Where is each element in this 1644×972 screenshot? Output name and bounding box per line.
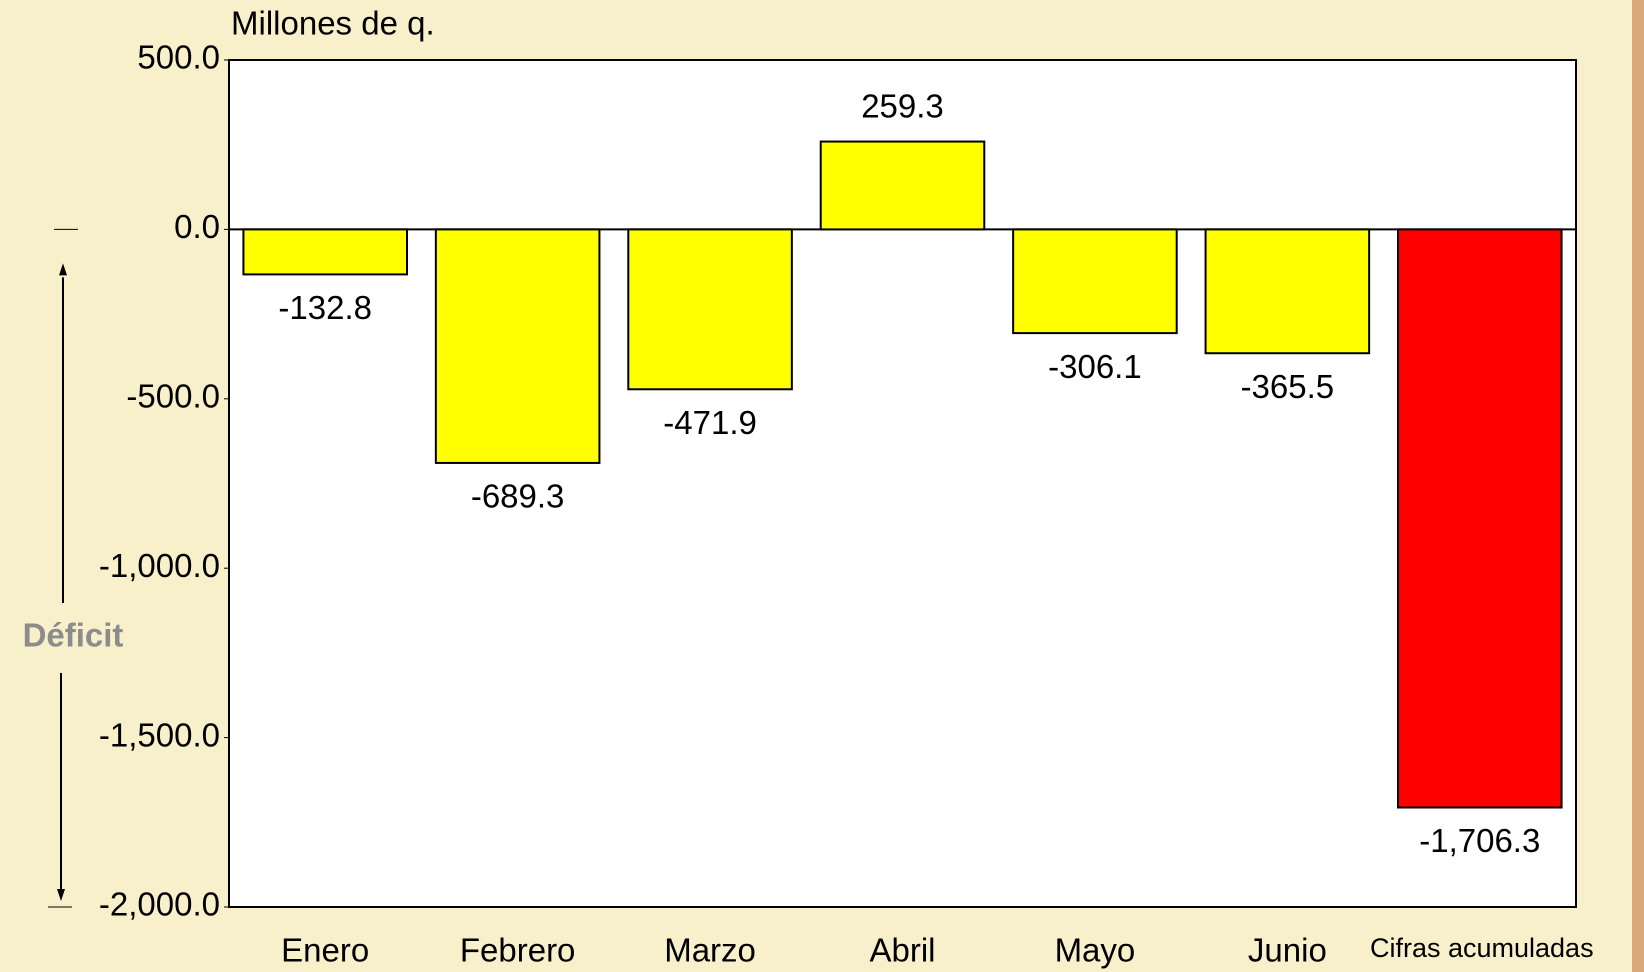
annotation: Déficit <box>23 617 124 654</box>
bar <box>627 228 793 391</box>
x-tick-label: Enero <box>281 932 369 969</box>
x-tick-label: Abril <box>869 932 935 969</box>
y-tick-label: 500.0 <box>137 39 220 76</box>
x-tick-label: Junio <box>1248 932 1327 969</box>
bar <box>1012 228 1178 335</box>
bar <box>434 228 601 464</box>
y-axis-label: Millones de q. <box>231 5 435 42</box>
arrow-head <box>57 889 65 901</box>
x-tick-label: Cifras acumuladas <box>1370 933 1594 963</box>
data-label: -689.3 <box>471 478 565 515</box>
data-label: -306.1 <box>1048 348 1142 385</box>
bar <box>1397 228 1563 809</box>
y-tick-label: -2,000.0 <box>99 886 220 923</box>
arrow-head <box>59 263 67 276</box>
y-tick-label: -1,000.0 <box>99 547 220 584</box>
data-label: -365.5 <box>1241 368 1335 405</box>
bar <box>1204 228 1371 355</box>
x-tick-label: Mayo <box>1055 932 1136 969</box>
bar <box>819 140 986 231</box>
y-tick-label: 0.0 <box>174 208 220 245</box>
x-tick-label: Febrero <box>460 932 576 969</box>
bar <box>242 228 408 276</box>
y-tick-label: -1,500.0 <box>99 716 220 753</box>
data-label: -471.9 <box>663 404 757 441</box>
data-label: 259.3 <box>861 87 944 124</box>
x-tick-label: Marzo <box>664 932 756 969</box>
edge-strip <box>1632 0 1644 972</box>
data-label: -132.8 <box>278 289 372 326</box>
data-label: -1,706.3 <box>1419 822 1540 859</box>
y-tick-label: -500.0 <box>126 378 220 415</box>
